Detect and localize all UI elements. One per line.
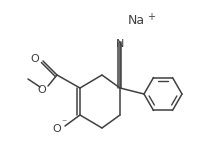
- Text: O: O: [30, 54, 39, 64]
- Text: O: O: [52, 124, 61, 134]
- Text: N: N: [115, 39, 124, 49]
- Text: O: O: [37, 85, 46, 95]
- Text: +: +: [146, 12, 154, 22]
- Text: ⁻: ⁻: [61, 118, 66, 128]
- Text: Na: Na: [127, 14, 144, 27]
